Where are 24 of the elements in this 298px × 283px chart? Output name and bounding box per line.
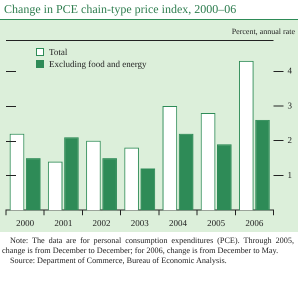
x-tick-label: 2000 [16, 218, 35, 228]
legend-label: Total [49, 46, 68, 57]
x-tick-label: 2002 [92, 218, 111, 228]
x-tick-label: 2001 [54, 218, 72, 228]
y-tick-label: 4 [288, 66, 292, 76]
y-tick-label: 3 [288, 100, 292, 110]
y-tick-label: 2 [288, 135, 292, 146]
x-tick-label: 2006 [245, 218, 264, 228]
bar [216, 144, 232, 210]
bar [26, 158, 41, 210]
y-axis-title: Percent, annual rate [232, 27, 296, 36]
bar [102, 158, 117, 210]
chart-title: Change in PCE chain-type price index, 2000–06 [0, 0, 298, 20]
x-tick-label: 2004 [168, 218, 188, 228]
y-tick-label: 1 [288, 170, 292, 180]
bar [255, 120, 270, 210]
bar [178, 134, 194, 210]
source-note: Source: Department of Commerce, Bureau of Economic Analysis. [9, 256, 228, 266]
text: Note: The data are for personal consumption expenditures (PCE). Through 2005, change is from December to December; for 2006, change is from December to May. [2, 236, 294, 256]
x-tick-label: 2003 [130, 218, 150, 228]
legend-label: Excluding food and energy [49, 58, 148, 69]
bar [140, 168, 156, 210]
x-tick-label: 2005 [207, 218, 226, 228]
bar [64, 137, 79, 210]
